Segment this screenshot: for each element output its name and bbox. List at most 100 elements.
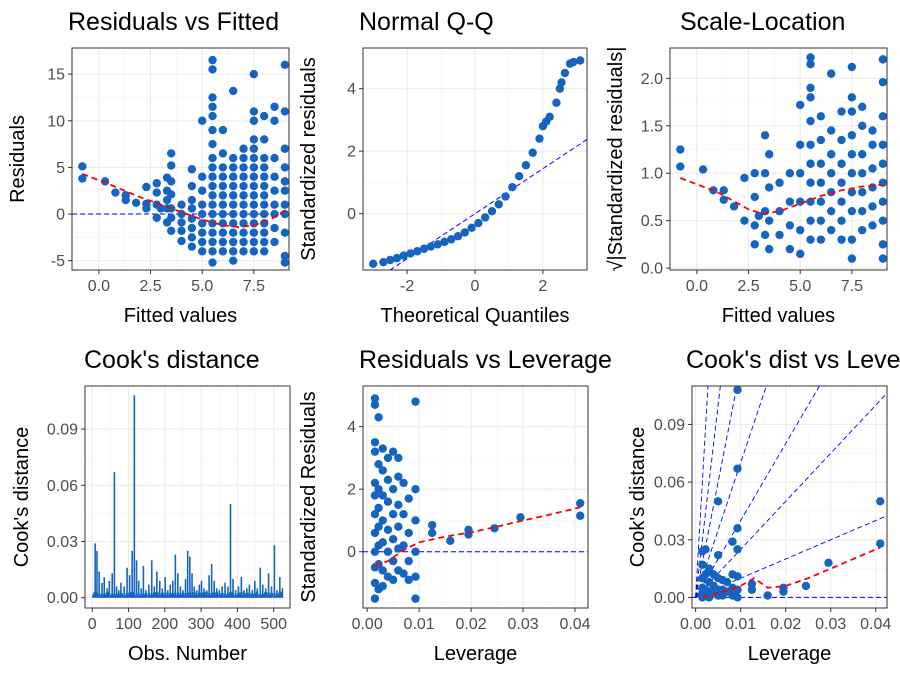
plot-area [676, 53, 887, 263]
data-point [239, 172, 248, 181]
data-point [177, 200, 186, 209]
data-point [733, 386, 742, 395]
contour-ray [695, 392, 887, 598]
data-point [187, 195, 197, 205]
data-point [208, 228, 217, 237]
x-tick-label: 0 [471, 278, 480, 295]
y-tick-label: 15 [47, 67, 65, 84]
x-tick-label: 5.0 [191, 278, 213, 295]
data-point [404, 528, 413, 538]
x-tick-label: 200 [151, 616, 178, 633]
data-point [876, 539, 885, 548]
data-point [218, 125, 228, 135]
data-point [187, 204, 197, 213]
data-point [270, 102, 279, 111]
chart-title: Residuals vs Fitted [68, 8, 279, 36]
data-point [796, 249, 805, 259]
data-point [569, 57, 578, 67]
data-point [260, 111, 269, 121]
data-point [249, 191, 259, 200]
y-tick-label: 0.03 [654, 532, 685, 549]
data-point [218, 191, 228, 200]
data-point [411, 516, 420, 525]
data-point [868, 221, 877, 230]
data-point [218, 181, 228, 191]
chart-title: Cook's distance [84, 346, 260, 374]
data-point [208, 258, 217, 267]
x-tick-label: 2 [538, 278, 547, 295]
data-point [239, 200, 248, 209]
qq-reference-line [389, 139, 587, 270]
data-point [374, 484, 383, 494]
data-point [121, 195, 130, 205]
data-point [260, 163, 269, 172]
data-point [806, 59, 815, 69]
data-point [167, 213, 176, 222]
data-point [385, 255, 395, 265]
data-point [370, 394, 380, 403]
y-tick-label: 0 [56, 207, 65, 224]
data-point [394, 453, 403, 463]
data-point [239, 237, 248, 247]
data-point [368, 259, 378, 268]
data-point [399, 541, 408, 550]
data-point [270, 200, 279, 209]
data-point [208, 125, 217, 135]
panel-border [84, 385, 291, 609]
plot-area [72, 55, 289, 267]
data-point [704, 564, 714, 573]
y-tick-label: 4 [347, 419, 356, 436]
smooth-line [81, 173, 286, 229]
data-point [370, 478, 380, 488]
data-point [878, 216, 887, 225]
data-point [208, 237, 217, 247]
data-point [576, 56, 585, 65]
data-point [239, 228, 248, 237]
data-point [167, 161, 176, 170]
data-point [167, 177, 176, 186]
data-point [858, 102, 867, 112]
data-point [460, 228, 470, 237]
data-point [847, 206, 857, 216]
x-tick-label: 7.5 [243, 278, 265, 295]
smooth-line [679, 177, 883, 215]
data-point [765, 244, 774, 254]
data-point [374, 459, 383, 469]
data-point [698, 165, 708, 174]
data-point [676, 162, 685, 171]
data-point [775, 230, 784, 240]
data-point [370, 438, 380, 447]
x-tick-label: 0.04 [860, 616, 891, 633]
data-point [388, 484, 398, 494]
data-point [131, 198, 141, 208]
data-point [249, 209, 259, 219]
data-point [378, 581, 387, 591]
data-point [713, 550, 723, 560]
y-tick-label: 1.0 [641, 166, 663, 183]
data-point [858, 206, 867, 216]
chart-title: Scale-Location [680, 8, 845, 36]
data-point [816, 112, 826, 121]
data-point [198, 116, 207, 125]
data-point [260, 200, 269, 209]
data-point [868, 202, 877, 211]
data-point [765, 183, 774, 192]
data-point [847, 93, 857, 102]
data-point [378, 444, 387, 453]
data-point [370, 578, 380, 588]
data-point [719, 186, 728, 195]
data-point [218, 149, 228, 158]
y-tick-label: 10 [47, 113, 65, 130]
data-point [426, 242, 436, 251]
data-point [280, 258, 289, 267]
data-point [388, 535, 398, 544]
x-axis-label: Theoretical Quantiles [381, 305, 570, 327]
data-point [545, 112, 554, 121]
x-tick-label: 500 [260, 616, 287, 633]
data-point [722, 577, 732, 587]
plot-area [692, 386, 887, 602]
data-point [750, 169, 759, 178]
data-point [187, 165, 197, 174]
data-point [535, 134, 544, 143]
data-point [801, 581, 811, 591]
